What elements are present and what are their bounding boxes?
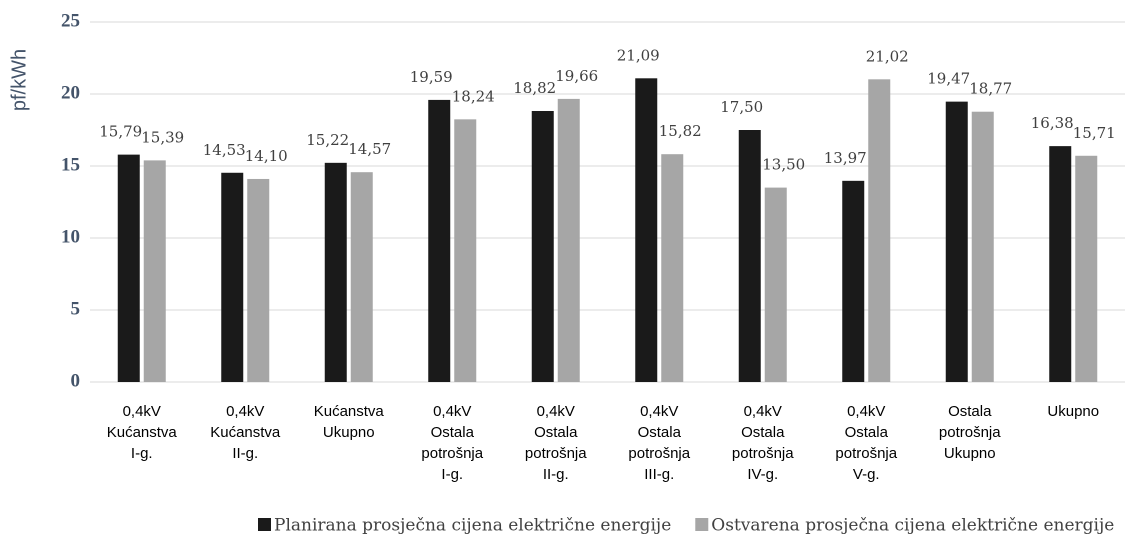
bar [842,180,865,382]
y-tick-label: 5 [71,298,81,319]
x-tick-label: potrošnja [628,445,690,462]
bar [454,119,477,383]
x-tick-label: potrošnja [835,445,897,462]
x-tick-label: I-g. [131,445,153,462]
bar [428,99,451,383]
x-tick-label: V-g. [853,466,880,483]
bar [971,111,994,382]
y-tick-label: 15 [61,154,80,175]
bar [117,154,140,382]
x-tick-label: Ukupno [944,445,996,462]
bar [764,187,787,382]
x-tick-label: II-g. [232,445,258,462]
value-label: 21,09 [617,46,660,64]
x-tick-label: IV-g. [747,466,778,483]
x-tick-label: Kućanstva [107,424,178,441]
x-tick-label: I-g. [441,466,463,483]
x-tick-label: Kućanstva [314,403,385,420]
x-tick-label: II-g. [543,466,569,483]
x-tick-label: III-g. [644,466,674,483]
bar [324,162,347,382]
x-tick-label: 0,4kV [433,403,471,420]
value-label: 15,79 [99,123,142,141]
bar [221,172,244,382]
y-tick-label: 0 [71,370,81,391]
y-axis-label: pf/kWh [8,49,30,111]
y-tick-label: 25 [61,10,80,31]
value-label: 18,77 [969,80,1012,98]
x-tick-label: 0,4kV [744,403,782,420]
x-tick-label: Ostala [741,424,785,441]
value-label: 18,82 [513,79,556,97]
value-label: 13,97 [824,149,867,167]
x-tick-label: Kućanstva [210,424,281,441]
bar [247,178,270,382]
y-tick-label: 20 [61,82,80,103]
x-tick-label: potrošnja [939,424,1001,441]
bar [738,130,761,382]
x-tick-label: 0,4kV [640,403,678,420]
x-tick-label: Ukupno [1047,403,1099,420]
value-label: 21,02 [866,47,909,65]
value-label: 13,50 [762,156,805,174]
value-label: 15,22 [306,131,349,149]
bar [1075,155,1098,382]
x-tick-label: Ostala [845,424,889,441]
value-label: 19,66 [555,67,598,85]
x-tick-label: Ostala [948,403,992,420]
value-label: 14,57 [348,140,391,158]
bar [350,172,373,382]
x-tick-label: 0,4kV [537,403,575,420]
x-tick-label: potrošnja [525,445,587,462]
x-tick-label: Ostala [534,424,578,441]
value-label: 19,59 [410,68,453,86]
value-label: 14,10 [245,147,288,165]
legend-label: Ostvarena prosječna cijena električne en… [711,516,1114,536]
bar [557,98,580,383]
value-label: 14,53 [203,141,246,159]
x-tick-label: 0,4kV [847,403,885,420]
value-label: 15,82 [659,122,702,140]
value-label: 15,71 [1073,124,1116,142]
x-tick-label: Ostala [638,424,682,441]
bar [635,78,658,382]
x-tick-label: Ukupno [323,424,375,441]
value-label: 17,50 [720,98,763,116]
bar [661,154,684,382]
value-label: 16,38 [1031,114,1074,132]
x-tick-label: 0,4kV [123,403,161,420]
value-label: 18,24 [452,87,495,105]
bar [143,160,166,382]
bar [945,101,968,382]
legend-label: Planirana prosječna cijena električne en… [274,516,671,536]
bar [868,79,891,382]
legend-swatch [258,518,271,531]
x-tick-label: 0,4kV [226,403,264,420]
bar [1049,146,1072,382]
x-tick-label: potrošnja [732,445,794,462]
bar [531,110,554,382]
y-tick-label: 10 [61,226,80,247]
value-label: 19,47 [927,70,970,88]
x-tick-label: Ostala [431,424,475,441]
legend-swatch [695,518,709,531]
value-label: 15,39 [141,128,184,146]
x-tick-label: potrošnja [421,445,483,462]
